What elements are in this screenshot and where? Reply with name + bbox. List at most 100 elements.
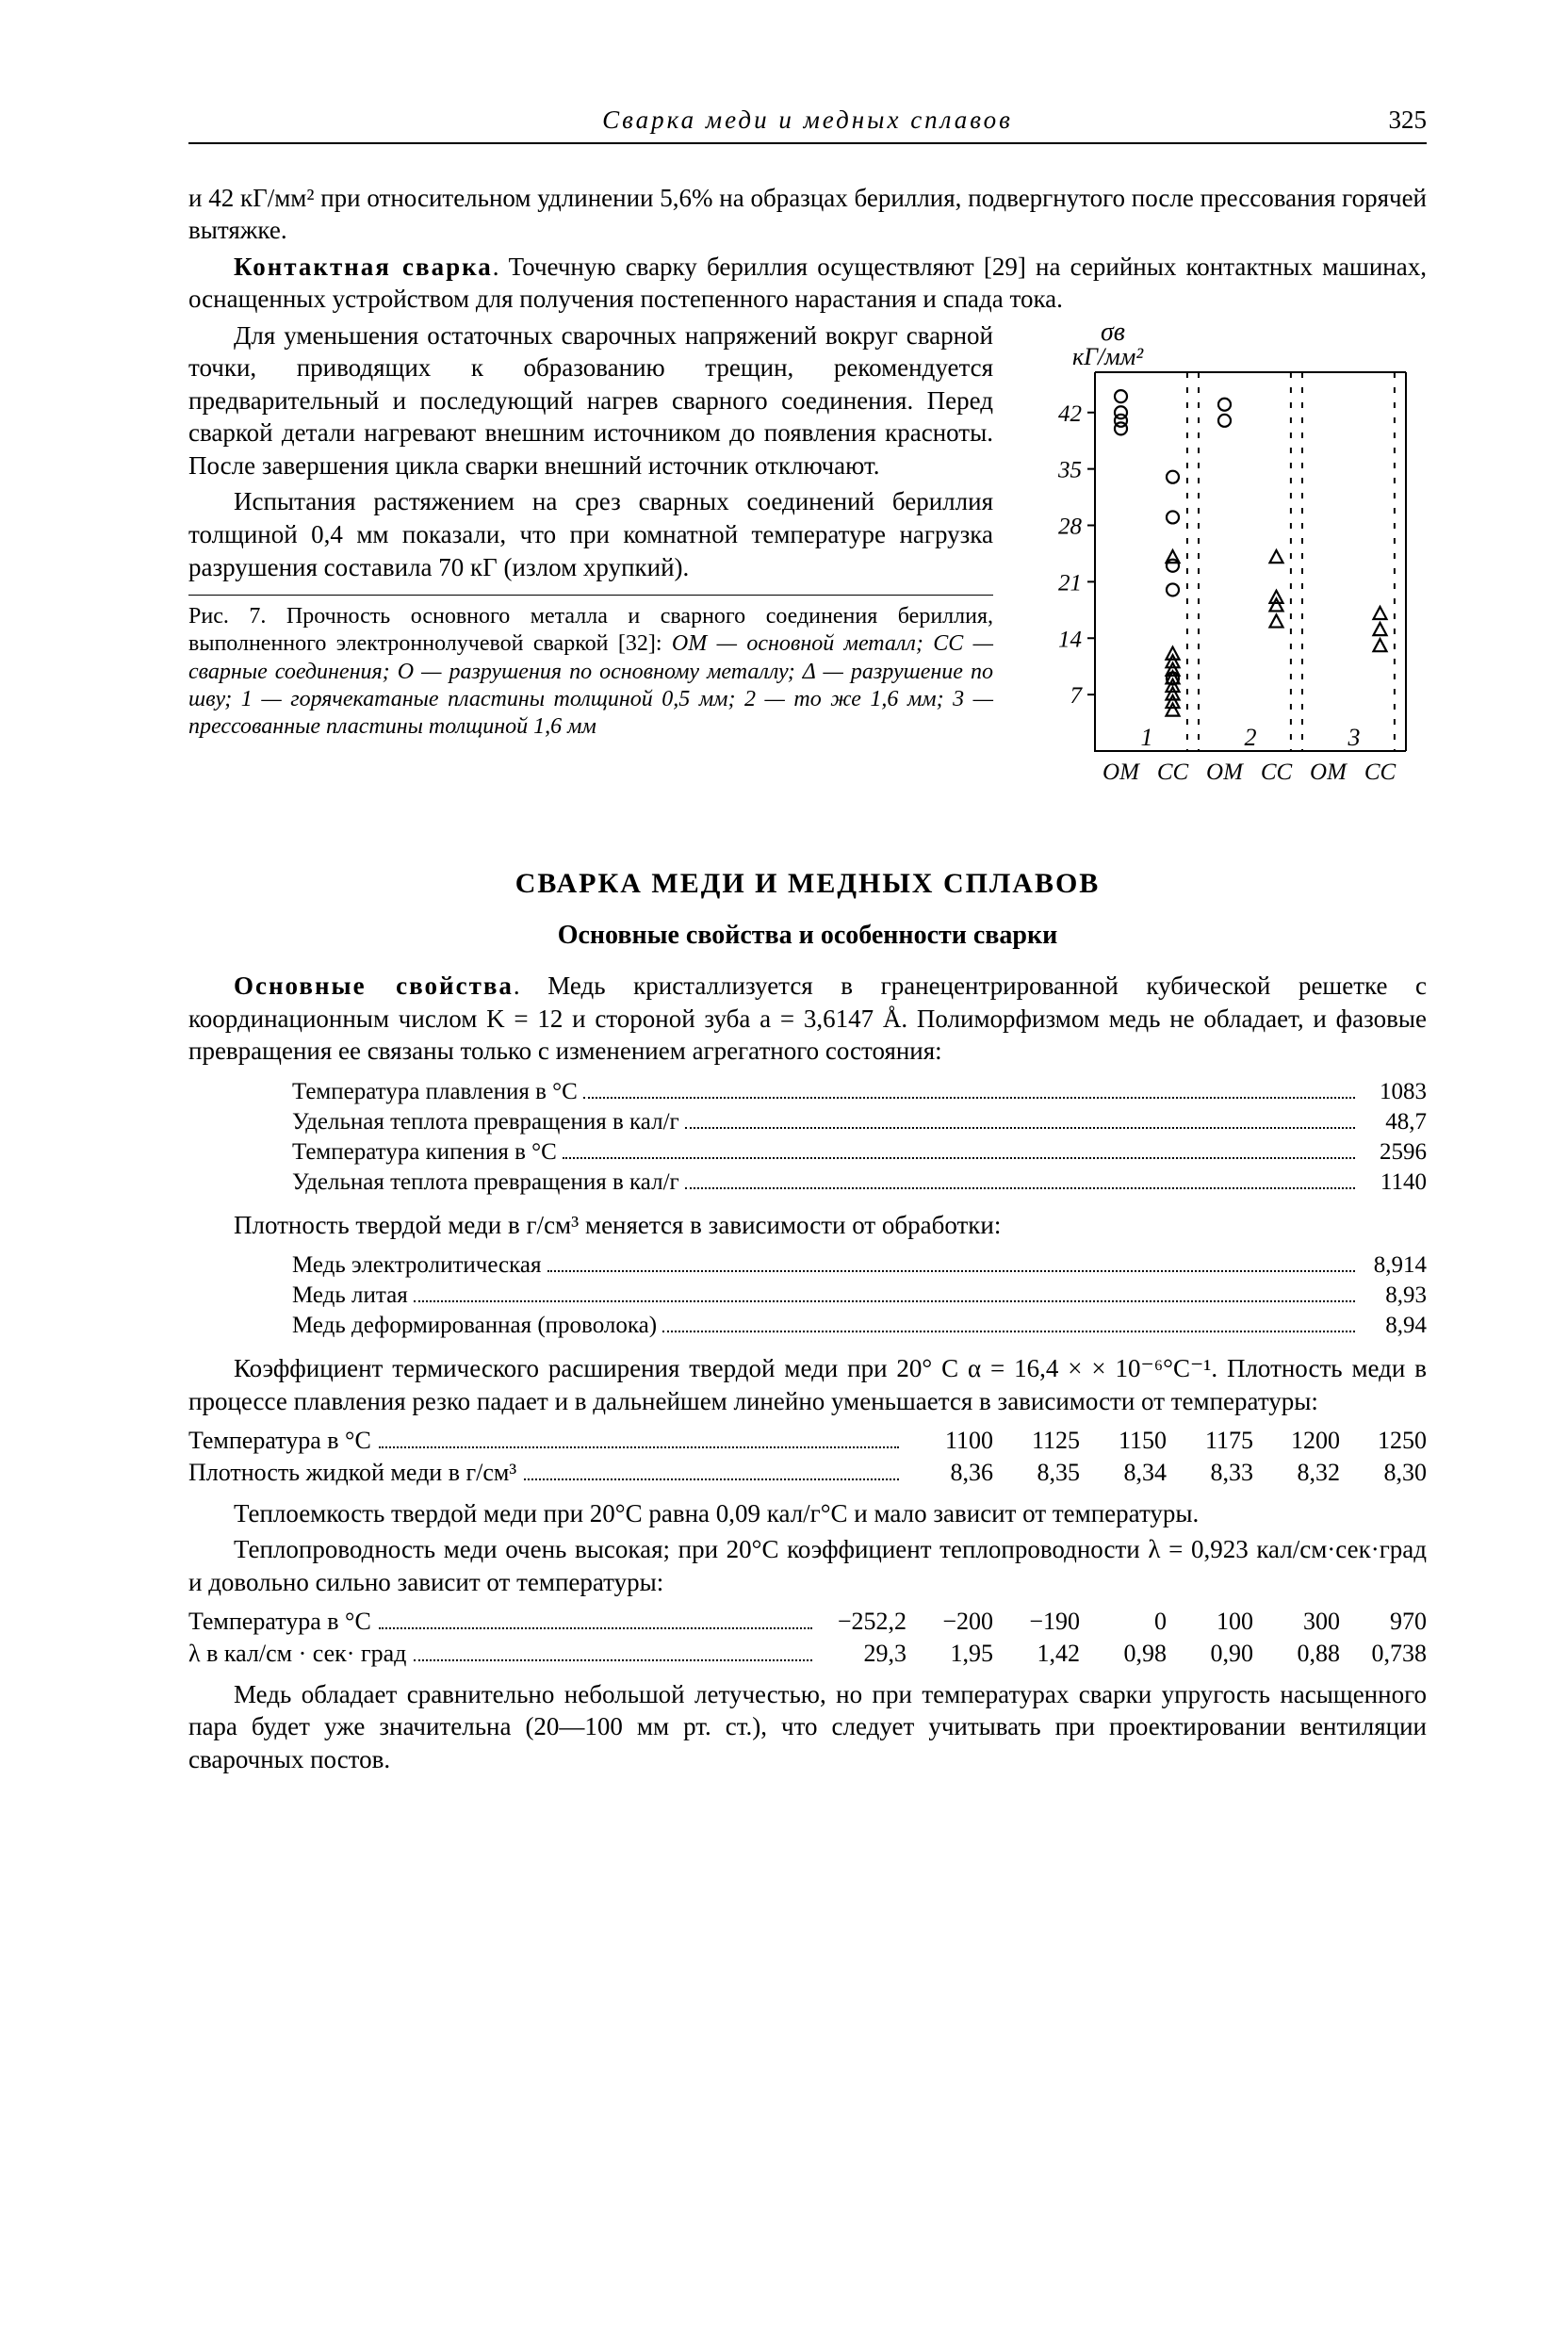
properties-list-1: Температура плавления в °С1083Удельная т… xyxy=(292,1077,1427,1198)
list-row: Медь электролитическая 8,914 xyxy=(292,1250,1427,1281)
para-10: Медь обладает сравнительно небольшой лет… xyxy=(188,1678,1427,1776)
cell: −200 xyxy=(906,1606,993,1637)
svg-text:28: 28 xyxy=(1058,514,1083,539)
cell: 1125 xyxy=(993,1425,1080,1456)
para-2: Контактная сварка. Точечную сварку берил… xyxy=(188,251,1427,316)
temp-density-table: Температура в °С 110011251150117512001250… xyxy=(188,1425,1427,1488)
cell: 1250 xyxy=(1340,1425,1427,1456)
page-number: 325 xyxy=(1351,104,1427,137)
leader-dots xyxy=(524,1463,899,1480)
cell: 0,738 xyxy=(1340,1638,1427,1669)
svg-text:ОМ: ОМ xyxy=(1206,760,1244,785)
list-value: 8,93 xyxy=(1361,1281,1427,1311)
cell: 8,32 xyxy=(1253,1457,1340,1488)
svg-text:42: 42 xyxy=(1058,401,1082,427)
table-row: Плотность жидкой меди в г/см³8,368,358,3… xyxy=(188,1457,1427,1488)
list-row: Температура кипения в °С 2596 xyxy=(292,1137,1427,1168)
list-value: 8,914 xyxy=(1361,1250,1427,1281)
para-7: Коэффициент термического расширения твер… xyxy=(188,1352,1427,1417)
para-3: Для уменьшения остаточных сварочных напр… xyxy=(188,319,993,482)
leader-dots xyxy=(662,1316,1355,1332)
running-title: Сварка меди и медных сплавов xyxy=(264,104,1351,137)
cell: 8,33 xyxy=(1167,1457,1253,1488)
cell: 100 xyxy=(1167,1606,1253,1637)
list-label: Температура плавления в °С xyxy=(292,1077,578,1107)
section-title: СВАРКА МЕДИ И МЕДНЫХ СПЛАВОВ xyxy=(188,866,1427,902)
leader-dots xyxy=(583,1083,1355,1099)
para-6: Плотность твердой меди в г/см³ меняется … xyxy=(188,1209,1427,1242)
list-value: 8,94 xyxy=(1361,1311,1427,1341)
cell: 29,3 xyxy=(820,1638,906,1669)
cell: 8,30 xyxy=(1340,1457,1427,1488)
para-4: Испытания растяжением на срез сварных со… xyxy=(188,485,993,583)
row-label: Температура в °С xyxy=(188,1606,371,1637)
svg-text:ОМ: ОМ xyxy=(1310,760,1348,785)
cell: 0,88 xyxy=(1253,1638,1340,1669)
svg-text:21: 21 xyxy=(1058,570,1082,596)
leader-dots xyxy=(685,1113,1355,1129)
svg-text:ОМ: ОМ xyxy=(1102,760,1140,785)
list-value: 48,7 xyxy=(1361,1107,1427,1137)
cell: 1,42 xyxy=(993,1638,1080,1669)
list-row: Температура плавления в °С1083 xyxy=(292,1077,1427,1107)
para-1: и 42 кГ/мм² при относительном удлинении … xyxy=(188,182,1427,247)
row-label: λ в кал/см · сек· град xyxy=(188,1638,406,1669)
leader-dots xyxy=(414,1644,812,1661)
leader-dots xyxy=(379,1432,899,1449)
cell: 0,98 xyxy=(1080,1638,1167,1669)
para-5: Основные свойства. Медь кристаллизуется … xyxy=(188,970,1427,1068)
section-subtitle: Основные свойства и особенности сварки xyxy=(188,919,1427,953)
temp-lambda-table: Температура в °С −252,2−200−1900100300970… xyxy=(188,1606,1427,1669)
list-label: Медь литая xyxy=(292,1281,408,1311)
svg-text:35: 35 xyxy=(1057,457,1082,482)
svg-text:СС: СС xyxy=(1261,760,1293,785)
table-row: λ в кал/см · сек· град29,31,951,420,980,… xyxy=(188,1638,1427,1669)
svg-text:2: 2 xyxy=(1245,724,1257,751)
strength-chart: σвкГ/мм²71421283542123ОМССОМССОМСС xyxy=(1021,319,1417,819)
list-row: Удельная теплота превращения в кал/г 48,7 xyxy=(292,1107,1427,1137)
svg-text:1: 1 xyxy=(1141,724,1153,751)
leader-dots xyxy=(685,1173,1355,1189)
list-label: Температура кипения в °С xyxy=(292,1137,557,1168)
list-row: Медь литая 8,93 xyxy=(292,1281,1427,1311)
svg-text:14: 14 xyxy=(1058,627,1082,652)
cell: 1200 xyxy=(1253,1425,1340,1456)
cell: −190 xyxy=(993,1606,1080,1637)
list-value: 1140 xyxy=(1361,1168,1427,1198)
para-9: Теплопроводность меди очень высокая; при… xyxy=(188,1533,1427,1598)
svg-text:7: 7 xyxy=(1070,683,1084,709)
list-value: 2596 xyxy=(1361,1137,1427,1168)
leader-dots xyxy=(547,1256,1355,1272)
table-row: Температура в °С 110011251150117512001250 xyxy=(188,1425,1427,1456)
row-label: Температура в °С xyxy=(188,1425,371,1456)
list-label: Удельная теплота превращения в кал/г xyxy=(292,1168,679,1198)
cell: 0 xyxy=(1080,1606,1167,1637)
row-label: Плотность жидкой меди в г/см³ xyxy=(188,1457,516,1488)
list-row: Медь деформированная (проволока) 8,94 xyxy=(292,1311,1427,1341)
figure-caption: Рис. 7. Прочность основного металла и св… xyxy=(188,595,993,741)
cell: 1150 xyxy=(1080,1425,1167,1456)
cell: 1,95 xyxy=(906,1638,993,1669)
leader-dots xyxy=(379,1613,812,1630)
svg-text:3: 3 xyxy=(1348,724,1361,751)
cell: 1175 xyxy=(1167,1425,1253,1456)
svg-text:СС: СС xyxy=(1157,760,1189,785)
svg-text:кГ/мм²: кГ/мм² xyxy=(1072,343,1144,370)
density-list: Медь электролитическая 8,914 Медь литая 8,9… xyxy=(292,1250,1427,1341)
cell: 8,35 xyxy=(993,1457,1080,1488)
cell: 8,36 xyxy=(906,1457,993,1488)
list-label: Удельная теплота превращения в кал/г xyxy=(292,1107,679,1137)
cell: 0,90 xyxy=(1167,1638,1253,1669)
cell: 1100 xyxy=(906,1425,993,1456)
cell: −252,2 xyxy=(820,1606,906,1637)
leader-dots xyxy=(414,1286,1355,1302)
leader-dots xyxy=(563,1143,1355,1159)
running-header: Сварка меди и медных сплавов 325 xyxy=(188,104,1427,144)
cell: 300 xyxy=(1253,1606,1340,1637)
cell: 8,34 xyxy=(1080,1457,1167,1488)
list-row: Удельная теплота превращения в кал/г 1140 xyxy=(292,1168,1427,1198)
cell: 970 xyxy=(1340,1606,1427,1637)
para-8: Теплоемкость твердой меди при 20°С равна… xyxy=(188,1497,1427,1530)
list-label: Медь электролитическая xyxy=(292,1250,542,1281)
list-label: Медь деформированная (проволока) xyxy=(292,1311,657,1341)
